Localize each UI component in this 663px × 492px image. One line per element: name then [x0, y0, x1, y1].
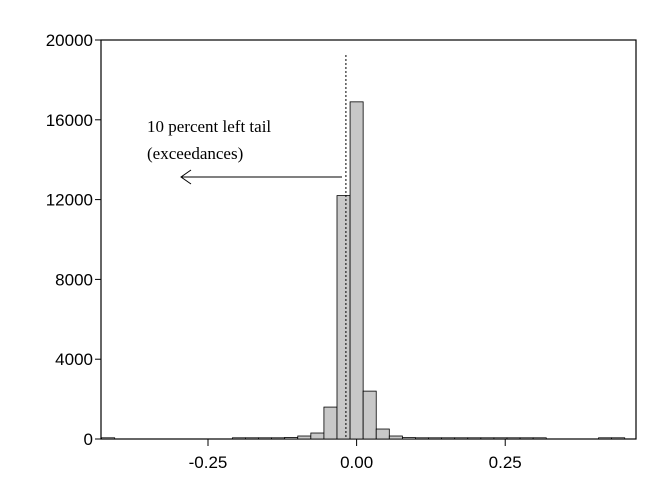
histogram-bar: [415, 437, 429, 440]
histogram-bar: [428, 437, 443, 440]
histogram-bar: [336, 195, 351, 440]
histogram-bar: [480, 437, 495, 440]
histogram-bar: [441, 437, 456, 440]
histogram-bar: [467, 437, 482, 440]
x-tick-label: 0.25: [489, 453, 522, 472]
histogram-bar: [101, 437, 116, 440]
y-tick-label: 8000: [55, 270, 93, 289]
histogram-bar: [598, 437, 613, 440]
histogram-bar: [323, 406, 338, 440]
y-tick-label: 12000: [46, 191, 93, 210]
histogram-bar: [245, 437, 259, 440]
y-tick-label: 4000: [55, 350, 93, 369]
histogram-bar: [349, 101, 364, 440]
annotation-line1: 10 percent left tail: [147, 117, 271, 136]
histogram-bar: [611, 437, 626, 440]
left-arrow-icon: [180, 169, 342, 185]
x-tick-label: 0.00: [340, 453, 373, 472]
histogram-bar: [258, 437, 273, 440]
annotation-line2: (exceedances): [147, 144, 243, 163]
x-axis: -0.25 0.00 0.25: [189, 439, 522, 472]
histogram-bar: [388, 435, 403, 440]
x-tick-label: -0.25: [189, 453, 228, 472]
bars-group: [101, 101, 626, 440]
histogram-bar: [362, 390, 377, 440]
histogram-bar: [454, 437, 469, 440]
histogram-bar: [284, 437, 299, 440]
y-tick-label: 16000: [46, 111, 93, 130]
y-tick-label: 20000: [46, 31, 93, 50]
histogram-bar: [310, 432, 325, 440]
histogram-bar: [231, 437, 246, 440]
y-tick-label: 0: [84, 430, 93, 449]
histogram-bar: [506, 437, 521, 440]
y-axis: 0 4000 8000 12000 16000 20000: [46, 31, 101, 449]
histogram-bar: [297, 435, 312, 440]
histogram-bar: [375, 428, 390, 440]
histogram-bar: [401, 437, 416, 440]
plot-frame: [100, 39, 637, 440]
histogram-bar: [493, 437, 508, 440]
histogram-bar: [271, 437, 286, 440]
histogram-bar: [519, 437, 534, 440]
histogram-bar: [532, 437, 547, 440]
